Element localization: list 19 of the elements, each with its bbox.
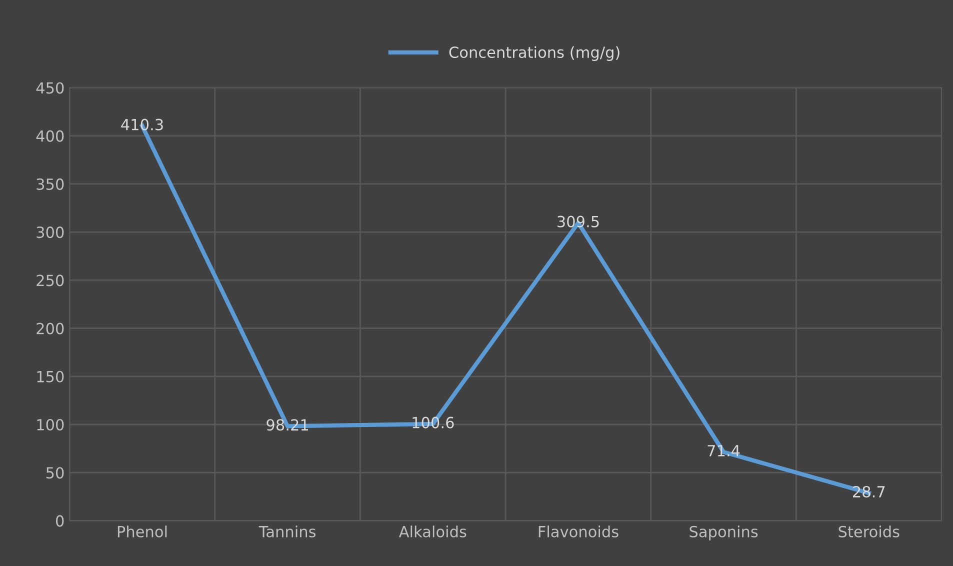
y-tick-label: 150 (37, 370, 64, 382)
x-tick-label: Steroids (838, 526, 900, 538)
y-tick-label: 400 (36, 130, 64, 142)
text: 410.3 (121, 118, 163, 130)
x-tick-label: Tannins (258, 526, 316, 538)
text: 309.5 (558, 216, 599, 228)
x-tick-label: Phenol (118, 526, 167, 538)
y-tick-label: 100 (37, 418, 64, 431)
y-tick-label: 200 (36, 322, 64, 334)
y-tick-label: 300 (36, 226, 64, 238)
y-tick-label: 250 (36, 274, 64, 286)
x-tick-label: Alkaloids (398, 526, 466, 538)
x-tick-label: Saponins (690, 526, 758, 540)
y-tick-label: 50 (46, 467, 64, 479)
y-tick-label: 350 (36, 178, 64, 190)
y-tick-label: 450 (36, 82, 64, 94)
x-tick-label: Flavonoids (538, 526, 618, 538)
y-tick-label: 0 (56, 515, 64, 527)
legend-label: Concentrations (mg/g) (449, 46, 620, 61)
